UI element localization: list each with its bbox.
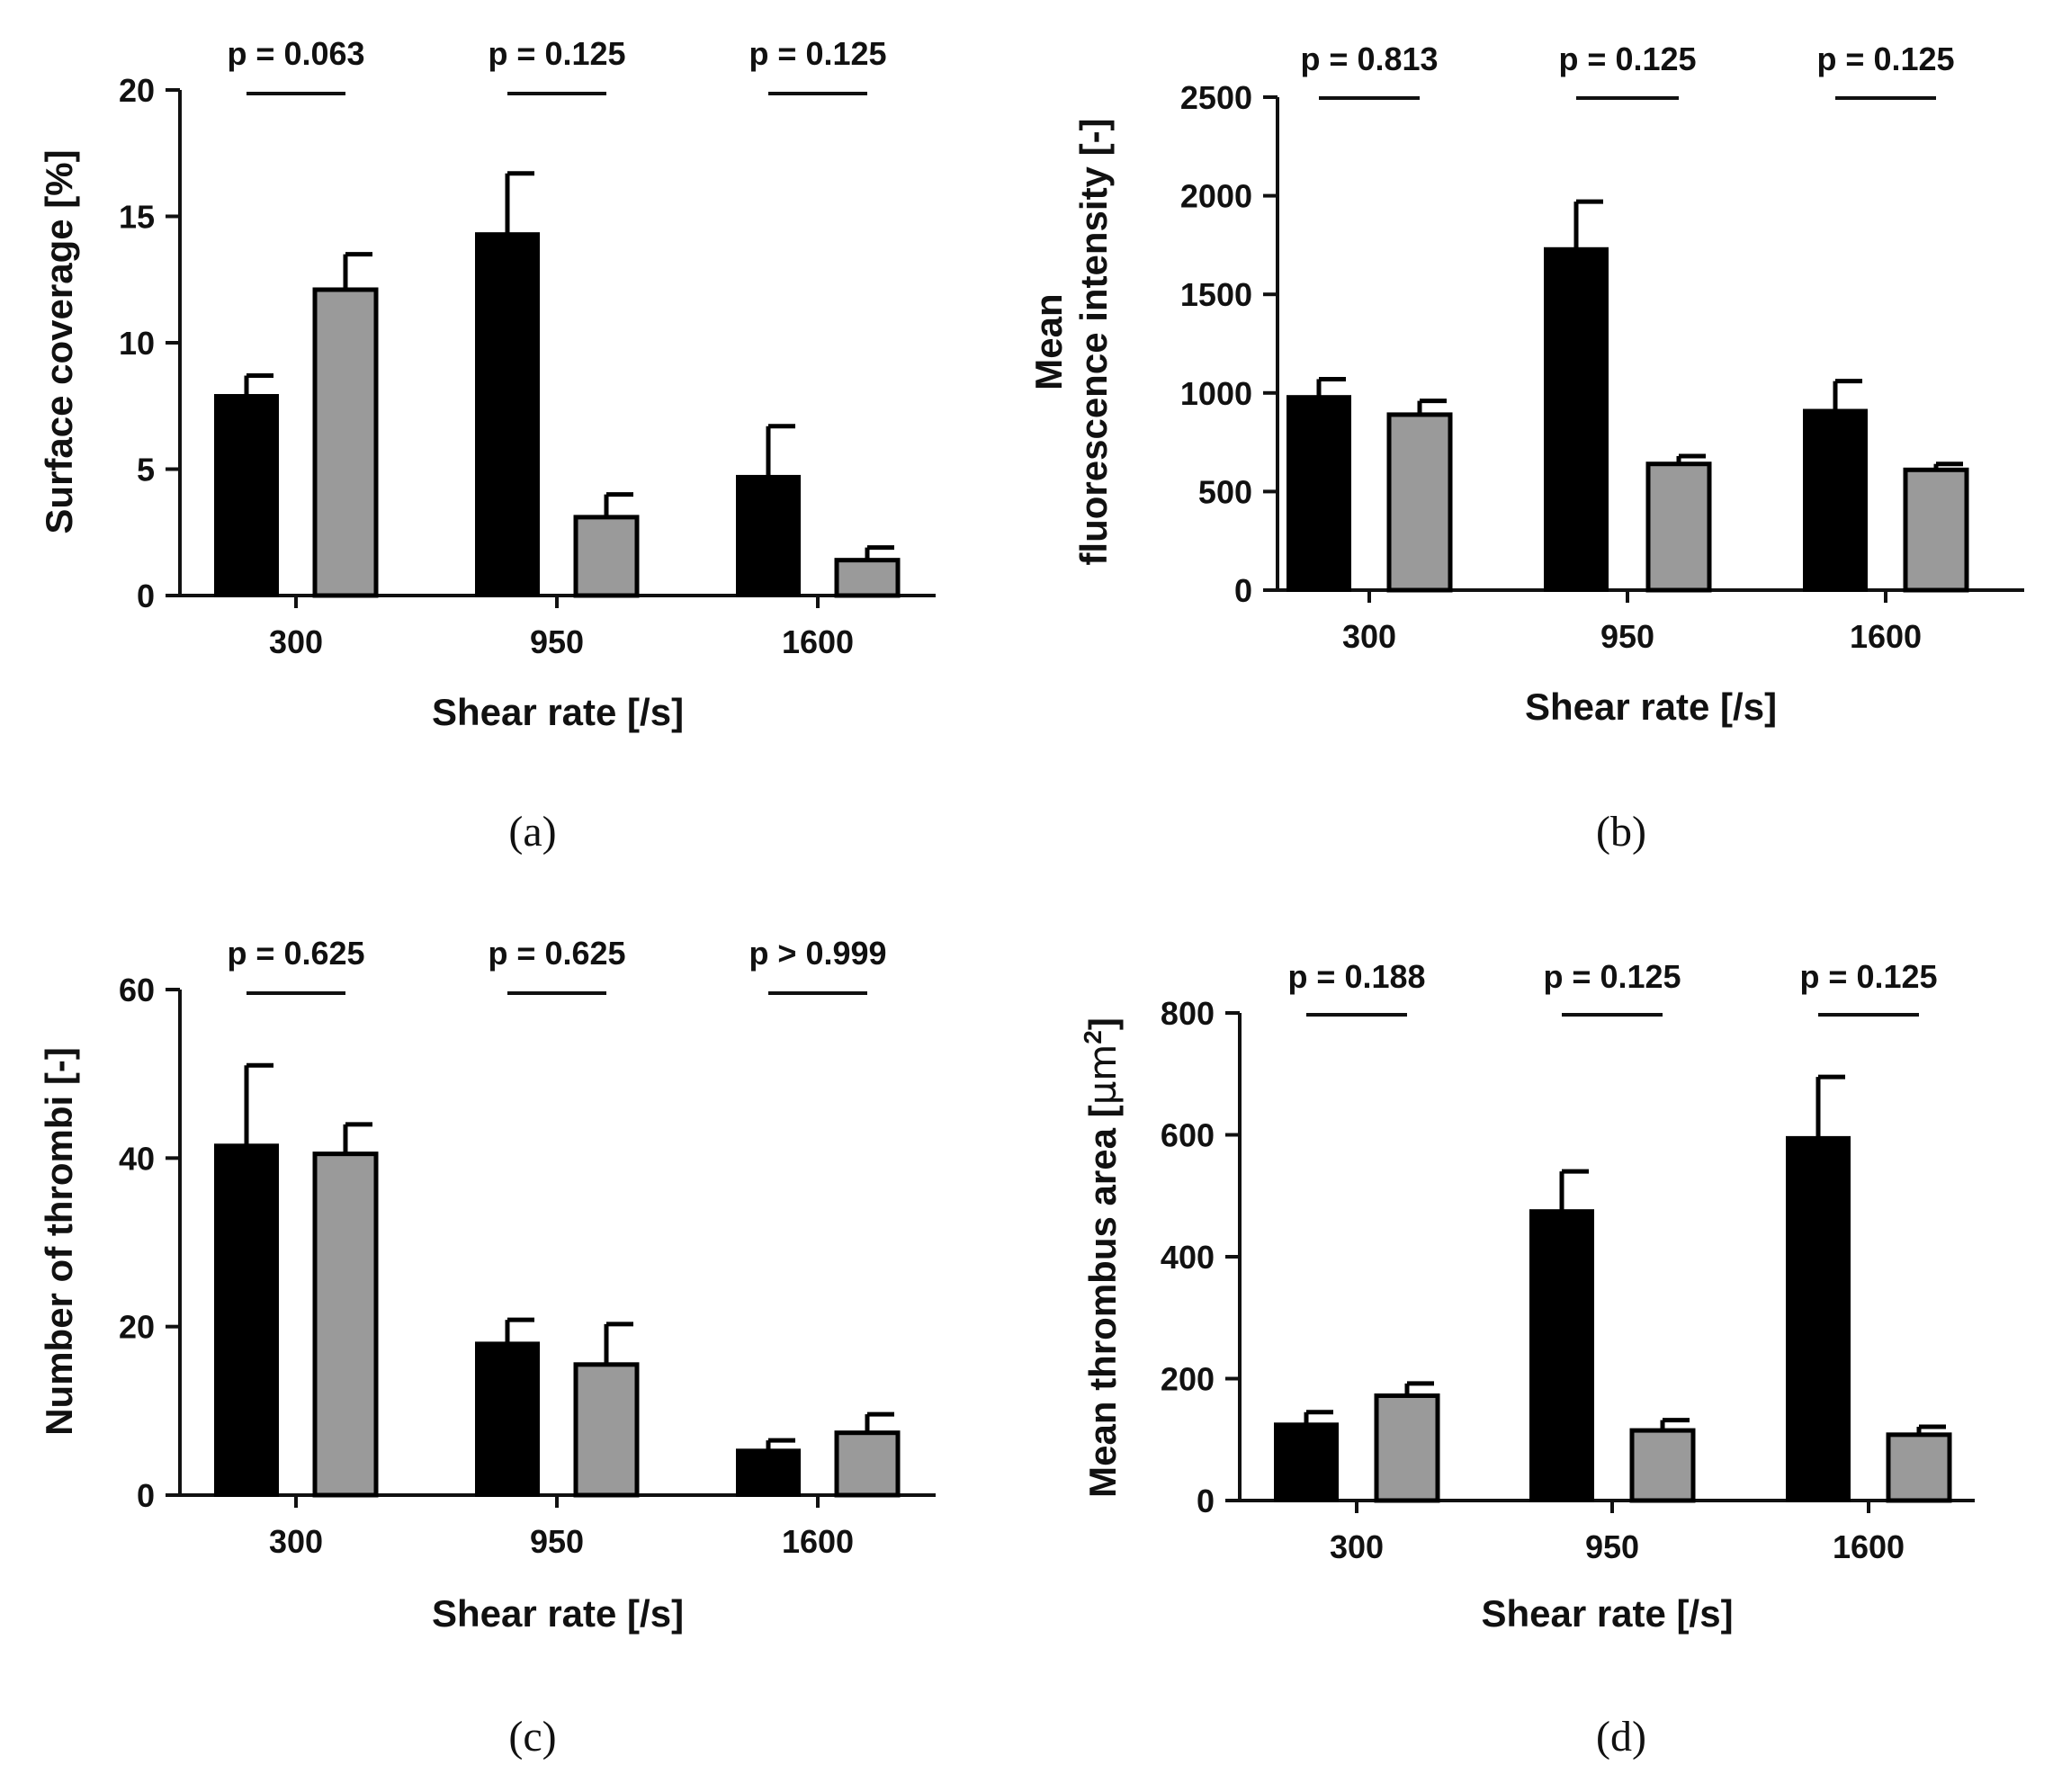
bar-grey-1600 — [1886, 1432, 1952, 1503]
bar-grey-1600 — [1903, 467, 1969, 593]
y-axis-title: Mean thrombus area [µm2] — [1079, 1017, 1125, 1498]
y-tick-label: 200 — [1161, 1361, 1215, 1398]
bar-black-950 — [1529, 1209, 1594, 1502]
y-axis-title-end: ] — [1081, 1017, 1124, 1030]
x-tick-label: 300 — [269, 623, 323, 660]
bar-black-950 — [475, 232, 540, 597]
pvalue-label: p > 0.999 — [749, 935, 886, 972]
x-tick-label: 950 — [1585, 1528, 1639, 1565]
pvalue-label: p = 0.125 — [488, 35, 625, 72]
y-axis-title-line: Mean — [1027, 293, 1070, 390]
bar-grey-950 — [1645, 461, 1712, 593]
y-tick-label: 1500 — [1180, 276, 1252, 313]
x-tick-label: 300 — [1330, 1528, 1384, 1565]
bar-grey-1600 — [834, 1430, 901, 1498]
pvalue-label: p = 0.813 — [1300, 40, 1438, 77]
pvalue-label: p = 0.063 — [227, 35, 364, 72]
x-tick-label: 1600 — [782, 1523, 854, 1560]
bar-grey-300 — [1386, 412, 1453, 593]
y-tick-label: 60 — [119, 972, 155, 1008]
y-tick-label: 5 — [137, 452, 155, 488]
pvalue-label: p = 0.625 — [488, 935, 625, 972]
y-axis-title-sup: 2 — [1079, 1030, 1107, 1044]
chart-panel-b: 0 500 1000 1500 2000 2500 300 p = 0.813 950 p = 0… — [1027, 40, 2024, 856]
y-tick-label: 2000 — [1180, 178, 1252, 215]
chart-panel-d: 0 200 400 600 800 300 p = 0.188 950 p = 0.125 160… — [1079, 958, 1975, 1761]
y-tick-label: 400 — [1161, 1239, 1215, 1276]
y-tick-label: 0 — [1234, 572, 1252, 609]
bar-black-300 — [1274, 1422, 1339, 1502]
y-tick-label: 0 — [137, 578, 155, 614]
bar-black-1600 — [1786, 1135, 1851, 1502]
bar-grey-950 — [573, 515, 640, 598]
y-axis-title: Surface coverage [%] — [38, 149, 80, 533]
y-tick-label: 15 — [119, 199, 155, 236]
panel-caption: (d) — [1596, 1713, 1646, 1761]
x-axis-title: Shear rate [/s] — [432, 1592, 684, 1635]
pvalue-label: p = 0.125 — [1816, 40, 1954, 77]
panel-caption: (b) — [1596, 808, 1646, 856]
bar-black-1600 — [1803, 408, 1868, 593]
y-axis-title-unit: µm — [1080, 1044, 1125, 1106]
x-axis-title: Shear rate [/s] — [1481, 1592, 1733, 1635]
bar-grey-300 — [312, 287, 379, 598]
y-axis-title: Meanfluorescence intensity [-] — [1027, 118, 1115, 565]
bar-grey-300 — [1374, 1393, 1440, 1503]
x-tick-label: 300 — [269, 1523, 323, 1560]
y-tick-label: 20 — [119, 1309, 155, 1346]
bar-grey-950 — [1629, 1428, 1696, 1503]
pvalue-label: p = 0.188 — [1287, 958, 1425, 995]
y-axis-title-main: Mean thrombus area [ — [1081, 1105, 1124, 1497]
y-tick-label: 10 — [119, 325, 155, 362]
x-axis-title: Shear rate [/s] — [1525, 685, 1777, 728]
pvalue-label: p = 0.125 — [1543, 958, 1681, 995]
y-axis-title-line: fluorescence intensity [-] — [1072, 118, 1115, 565]
bar-black-300 — [214, 1143, 279, 1497]
pvalue-label: p = 0.125 — [1799, 958, 1937, 995]
bar-black-1600 — [736, 474, 801, 597]
x-tick-label: 300 — [1342, 618, 1396, 655]
x-tick-label: 1600 — [782, 623, 854, 660]
y-axis-title: Number of thrombi [-] — [38, 1047, 80, 1436]
pvalue-label: p = 0.625 — [227, 935, 364, 972]
bar-black-950 — [475, 1341, 540, 1498]
bar-grey-1600 — [834, 558, 901, 598]
y-tick-label: 0 — [137, 1477, 155, 1514]
y-tick-label: 500 — [1198, 473, 1252, 510]
y-tick-label: 0 — [1197, 1483, 1215, 1519]
x-tick-label: 1600 — [1833, 1528, 1905, 1565]
x-tick-label: 950 — [530, 1523, 584, 1560]
x-tick-label: 950 — [1600, 618, 1654, 655]
bar-black-300 — [1287, 395, 1351, 592]
bar-grey-300 — [312, 1151, 379, 1498]
bar-grey-950 — [573, 1362, 640, 1498]
panel-caption: (c) — [508, 1713, 556, 1761]
y-tick-label: 600 — [1161, 1117, 1215, 1154]
x-tick-label: 950 — [530, 623, 584, 660]
bar-black-1600 — [736, 1448, 801, 1498]
pvalue-label: p = 0.125 — [749, 35, 886, 72]
y-tick-label: 800 — [1161, 995, 1215, 1032]
chart-panel-a: 0 5 10 15 20 300 p = 0.063 950 p = 0.125 1600 p = … — [38, 35, 936, 856]
y-tick-label: 40 — [119, 1140, 155, 1177]
pvalue-label: p = 0.125 — [1558, 40, 1696, 77]
x-tick-label: 1600 — [1850, 618, 1922, 655]
y-tick-label: 2500 — [1180, 79, 1252, 116]
panel-caption: (a) — [508, 808, 556, 856]
x-axis-title: Shear rate [/s] — [432, 691, 684, 733]
y-tick-label: 20 — [119, 72, 155, 109]
y-tick-label: 1000 — [1180, 375, 1252, 412]
chart-panel-c: 0 20 40 60 300 p = 0.625 950 p = 0.625 1600 p > 0… — [38, 935, 936, 1761]
bar-black-300 — [214, 394, 279, 598]
bar-black-950 — [1544, 246, 1609, 592]
